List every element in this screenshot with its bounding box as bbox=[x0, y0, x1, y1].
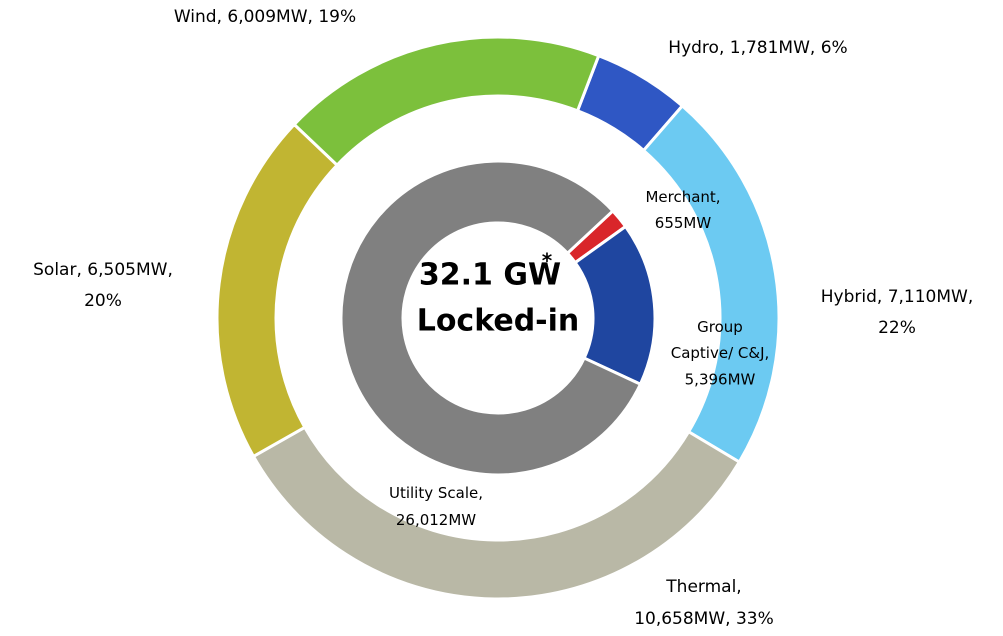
slice-label: Merchant, 655MW bbox=[645, 188, 720, 232]
label-part: Thermal bbox=[665, 577, 736, 597]
label-part: Wind bbox=[174, 7, 217, 27]
slice-label: Solar, 6,505MW, 20% bbox=[33, 260, 173, 311]
center-title: 32.1 GW bbox=[419, 258, 561, 293]
label-sep: , bbox=[719, 38, 730, 58]
label-sep: , bbox=[217, 7, 228, 27]
slice-label: Hydro, 1,781MW, 6% bbox=[668, 38, 847, 58]
outer-slice bbox=[641, 103, 781, 465]
label-part: Group bbox=[697, 318, 743, 336]
label-part: 6,505MW bbox=[87, 260, 167, 280]
inner-slice bbox=[339, 159, 643, 477]
label-part: 10,658MW bbox=[634, 609, 725, 629]
label-sep: , bbox=[716, 188, 721, 206]
outer-slice bbox=[292, 35, 601, 168]
center-subtitle: Locked-in bbox=[417, 304, 580, 339]
label-part: 655MW bbox=[655, 214, 712, 232]
label-part: Merchant bbox=[645, 188, 715, 206]
label-part: 20% bbox=[84, 291, 122, 311]
label-sep: , bbox=[810, 38, 821, 58]
label-part: Solar bbox=[33, 260, 76, 280]
slice-label: Utility Scale, 26,012MW bbox=[389, 484, 483, 529]
label-part: Hydro bbox=[668, 38, 719, 58]
slice-label: 5,396MW bbox=[685, 371, 756, 389]
label-part: 6% bbox=[821, 38, 848, 58]
label-part: 6,009MW bbox=[227, 7, 307, 27]
label-part: 26,012MW bbox=[396, 511, 476, 529]
slice-label: Hybrid, 7,110MW, 22% bbox=[821, 287, 974, 338]
label-part: Utility Scale bbox=[389, 484, 478, 502]
slice-label: Thermal, 10,658MW, 33% bbox=[634, 577, 774, 629]
label-sep: , bbox=[478, 484, 483, 502]
label-sep: , bbox=[725, 609, 736, 629]
center-mark: * bbox=[542, 249, 553, 273]
label-part: 22% bbox=[878, 318, 916, 338]
label-sep: , bbox=[76, 260, 87, 280]
outer-slice bbox=[215, 122, 340, 459]
outer-slice bbox=[251, 425, 742, 601]
label-part: 7,110MW bbox=[888, 287, 968, 307]
label-sep: , bbox=[968, 287, 973, 307]
slice-label: Group Captive/ C&J, bbox=[671, 318, 770, 362]
label-part: 19% bbox=[318, 7, 356, 27]
label-sep: , bbox=[736, 577, 741, 597]
label-part: 1,781MW bbox=[730, 38, 810, 58]
label-sep: , bbox=[308, 7, 319, 27]
slice-label: Wind, 6,009MW, 19% bbox=[174, 7, 356, 27]
label-part: Hybrid bbox=[821, 287, 877, 307]
label-part: 33% bbox=[736, 609, 774, 629]
label-sep: , bbox=[167, 260, 172, 280]
label-part: Captive/ C&J, bbox=[671, 344, 770, 362]
label-sep: , bbox=[877, 287, 888, 307]
